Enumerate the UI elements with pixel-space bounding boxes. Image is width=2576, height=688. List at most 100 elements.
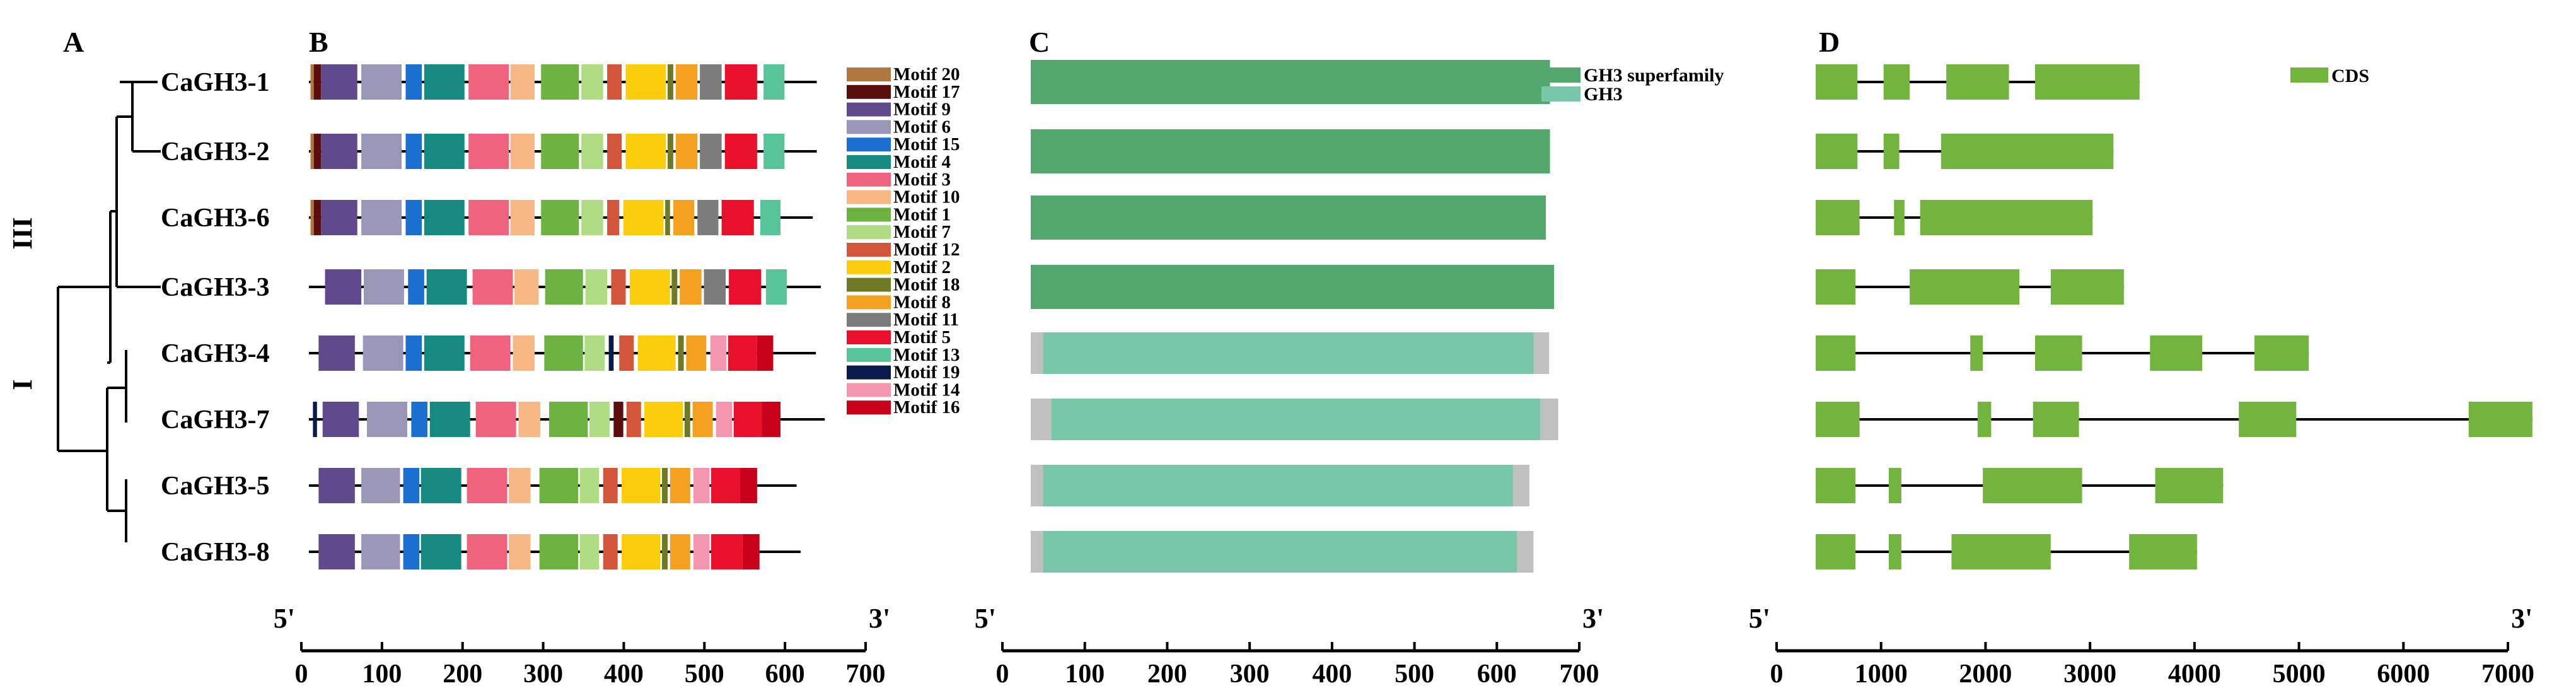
- motif-box-motif-3: [467, 468, 508, 503]
- motif-box-motif-20: [310, 64, 314, 100]
- motif-box-motif-18: [665, 200, 670, 235]
- motif-legend-label: Motif 9: [893, 100, 951, 120]
- motif-box-motif-7: [584, 335, 605, 371]
- motif-box-motif-3: [467, 534, 508, 569]
- motif-legend-swatch: [847, 190, 891, 204]
- motif-legend-label: Motif 10: [893, 187, 960, 207]
- motif-box-motif-15: [405, 200, 422, 235]
- domain-legend-label: GH3: [1584, 84, 1623, 105]
- cds-exon: [1816, 64, 1858, 100]
- cds-legend-label: CDS: [2331, 66, 2369, 86]
- motif-box-motif-9: [321, 200, 357, 235]
- clade-label-i: I: [7, 379, 38, 390]
- motif-box-motif-15: [405, 134, 422, 169]
- motif-box-motif-18: [678, 335, 684, 371]
- axis-tick-label: 0: [1770, 660, 1784, 688]
- motif-box-motif-10: [510, 134, 535, 169]
- motif-box-motif-5: [728, 335, 757, 371]
- motif-box-motif-1: [541, 200, 579, 235]
- motif-box-motif-10: [509, 534, 531, 569]
- motif-box-motif-7: [581, 200, 603, 235]
- motif-box-motif-4: [424, 200, 465, 235]
- cds-exon: [2254, 335, 2309, 371]
- motif-box-motif-10: [510, 200, 535, 235]
- motif-box-motif-10: [509, 468, 531, 503]
- motif-legend-label: Motif 11: [893, 310, 959, 330]
- motif-box-motif-9: [318, 335, 355, 371]
- cds-exon: [2129, 534, 2197, 569]
- motif-box-motif-8: [675, 64, 698, 100]
- gene-row-cagh3-4: CaGH3-4: [161, 332, 2309, 374]
- motif-box-motif-3: [468, 200, 509, 235]
- motif-box-motif-2: [622, 468, 661, 503]
- motif-box-motif-8: [670, 534, 690, 569]
- motif-box-motif-7: [581, 134, 603, 169]
- motif-box-motif-5: [729, 269, 762, 305]
- motif-legend-label: Motif 12: [893, 240, 960, 260]
- motif-box-motif-20: [310, 200, 314, 235]
- motif-box-motif-4: [429, 402, 470, 437]
- gene-row-cagh3-7: CaGH3-7: [161, 399, 2532, 440]
- motif-box-motif-8: [673, 200, 695, 235]
- axis-tick-label: 4000: [2168, 660, 2221, 688]
- motif-box-motif-12: [603, 468, 618, 503]
- motif-box-motif-2: [637, 335, 676, 371]
- motif-box-motif-13: [763, 134, 785, 169]
- motif-box-motif-13: [763, 64, 785, 100]
- motif-box-motif-18: [667, 64, 673, 100]
- motif-box-motif-2: [623, 200, 664, 235]
- motif-box-motif-4: [426, 269, 467, 305]
- cds-exon: [1946, 64, 2009, 100]
- axis-tick-label: 300: [1230, 660, 1270, 688]
- axis-tick-label: 500: [685, 660, 724, 688]
- motif-legend-swatch: [847, 225, 891, 240]
- motif-box-motif-12: [619, 335, 634, 371]
- motif-legend-swatch: [847, 365, 891, 380]
- cds-exon: [1816, 534, 1855, 569]
- motif-box-motif-12: [607, 200, 620, 235]
- domain-gh3: [1051, 399, 1540, 440]
- motif-legend-label: Motif 15: [893, 134, 960, 155]
- axis-tick-label: 700: [846, 660, 886, 688]
- motif-legend-label: Motif 18: [893, 275, 960, 295]
- motif-box-motif-4: [421, 468, 461, 503]
- motif-box-motif-19: [608, 335, 614, 371]
- cds-exon: [1889, 468, 1901, 503]
- cds-exon: [1983, 468, 2082, 503]
- axis-tick-label: 100: [362, 660, 402, 688]
- cds-exon: [2035, 335, 2082, 371]
- motif-legend-label: Motif 1: [893, 204, 951, 224]
- motif-box-motif-2: [625, 64, 666, 100]
- cds-exon: [1894, 200, 1905, 235]
- cds-exon: [1816, 468, 1855, 503]
- motif-legend-label: Motif 17: [893, 82, 960, 102]
- motif-box-motif-5: [711, 534, 743, 569]
- motif-box-motif-18: [662, 468, 668, 503]
- cds-exon: [2033, 402, 2079, 437]
- motif-box-motif-7: [589, 402, 610, 437]
- motif-box-motif-18: [684, 402, 690, 437]
- axis-tick-label: 400: [1312, 660, 1352, 688]
- gene-label: CaGH3-7: [161, 405, 270, 434]
- cds-exon: [1816, 402, 1860, 437]
- gene-label: CaGH3-4: [161, 339, 270, 368]
- axis-tick-label: 2000: [1959, 660, 2012, 688]
- motif-legend-swatch: [847, 260, 891, 274]
- motif-legend-label: Motif 16: [893, 397, 960, 417]
- motif-box-motif-10: [514, 269, 539, 305]
- motif-box-motif-8: [670, 468, 690, 503]
- motif-legend-swatch: [847, 207, 891, 222]
- gene-rows: CaGH3-1 CaGH3-2 CaGH3-6 CaGH3-3 CaGH3-4 CaGH3…: [161, 60, 2532, 573]
- scale-axes: 0 100 200 300 400 500 600 700 5' 3' 0 100 200 300 400 5…: [274, 603, 2534, 688]
- axis-b: 0 100 200 300 400 500 600 700 5' 3': [274, 603, 890, 688]
- axis-tick-label: 600: [1477, 660, 1517, 688]
- axis-tick-label: 5000: [2273, 660, 2326, 688]
- motif-box-motif-14: [716, 402, 733, 437]
- motif-legend-swatch: [847, 137, 891, 152]
- axis-3-prime: 3': [2511, 603, 2532, 634]
- motif-box-motif-16: [762, 402, 780, 437]
- motif-box-motif-17: [313, 200, 322, 235]
- axis-tick-label: 700: [1560, 660, 1599, 688]
